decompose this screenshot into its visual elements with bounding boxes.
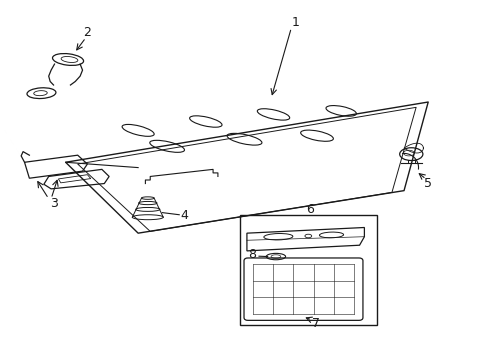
Text: 2: 2 bbox=[83, 26, 91, 39]
Text: 8: 8 bbox=[247, 248, 255, 261]
Text: 7: 7 bbox=[311, 317, 319, 330]
Text: 3: 3 bbox=[49, 197, 58, 210]
Text: 6: 6 bbox=[305, 203, 313, 216]
Bar bbox=[239, 215, 377, 325]
Text: 5: 5 bbox=[424, 177, 431, 190]
Text: 4: 4 bbox=[180, 209, 187, 222]
Text: 1: 1 bbox=[291, 16, 299, 29]
